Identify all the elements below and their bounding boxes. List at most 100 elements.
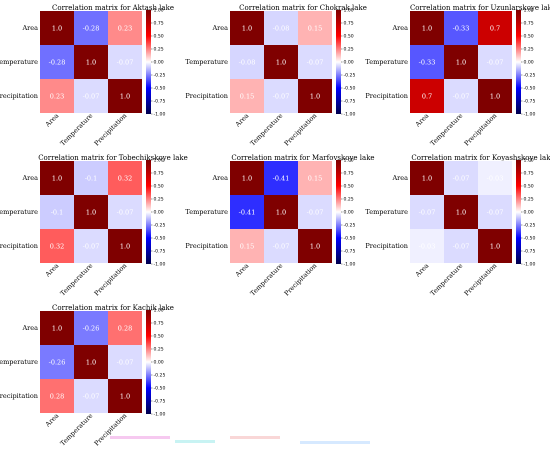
chart-title: Correlation matrix for Chokrak lake [239,4,367,12]
heatmap-cell [410,161,444,195]
heatmap-svg: 1.0 -0.07 -0.03 -0.07 1.0 -0.07 -0.03 -0.07 1.0 A… [365,158,536,298]
colorbar-tick-label: 0.75 [524,21,534,27]
heatmap-cell [230,11,264,45]
colorbar-tick-label: -0.25 [344,73,356,79]
colorbar-tick-label: -0.25 [154,373,166,379]
column-label: Area [233,112,250,129]
colorbar-tick-label: 0.00 [154,210,164,216]
heatmap-cell [40,229,74,263]
colorbar [146,310,151,414]
colorbar-tick-label: 0.50 [524,184,534,190]
heatmap-cell [108,345,142,379]
heatmap-svg: 1.0 -0.28 0.23 -0.28 1.0 -0.07 0.23 -0.07 1.0 Are… [0,8,166,148]
colorbar-tick-label: -0.25 [524,73,536,79]
heatmap-cell [444,11,478,45]
colorbar-tick-label: 0.75 [344,171,354,177]
heatmap-cell [74,229,108,263]
colorbar-tick-label: -1.00 [154,412,166,418]
colorbar-tick-label: -0.75 [154,99,166,105]
cell-value-label: 0.7 [490,25,500,33]
column-label: Temperature [429,262,465,298]
colorbar-tick-label: -0.50 [154,86,166,92]
cell-value-label: 1.0 [310,93,320,101]
colorbar-tick-label: -0.25 [344,223,356,229]
heatmap-cell [74,345,108,379]
colorbar-tick-label: -1.00 [524,262,536,268]
heatmap-cell [298,161,332,195]
cell-value-label: -0.07 [83,93,100,101]
cell-value-label: 0.23 [50,93,64,101]
cell-value-label: 1.0 [456,209,466,217]
cell-value-label: -0.07 [307,209,324,217]
colorbar-tick-label: -0.25 [154,223,166,229]
colorbar-tick-label: -1.00 [154,262,166,268]
chart-title: Correlation matrix for Koyashskoye lake [411,154,550,162]
colorbar-tick-label: -0.50 [154,386,166,392]
heatmap-cell [230,229,264,263]
row-label: Temperature [185,208,228,216]
column-label: Temperature [59,262,95,298]
colorbar [146,10,151,114]
heatmap-cell [108,311,142,345]
row-label: Temperature [185,58,228,66]
row-label: Precipitation [185,92,228,100]
heatmap-cell [264,161,298,195]
heatmap-cell [108,45,142,79]
colorbar [336,10,341,114]
cell-value-label: -0.07 [83,393,100,401]
cell-value-label: 1.0 [120,243,130,251]
colorbar-tick-label: -0.75 [344,249,356,255]
cell-value-label: 1.0 [490,243,500,251]
colorbar-tick-label: 1.00 [154,158,164,164]
column-label: Area [233,262,250,279]
heatmap-cell [264,229,298,263]
heatmap-cell [264,11,298,45]
colorbar-tick-label: 1.00 [154,308,164,314]
cell-value-label: 0.15 [308,25,322,33]
cell-value-label: -0.07 [419,209,436,217]
heatmap-cell [74,79,108,113]
cell-value-label: 1.0 [310,243,320,251]
heatmap-cell [230,195,264,229]
colorbar-tick-label: 1.00 [524,158,534,164]
colorbar-tick-label: 0.75 [524,171,534,177]
colorbar-tick-label: 1.00 [154,8,164,14]
heatmap-cell [40,45,74,79]
column-label: Precipitation [283,262,319,298]
column-label: Area [43,262,60,279]
column-label: Area [413,112,430,129]
cell-value-label: -0.08 [273,25,290,33]
heatmap-panel: Correlation matrix for Marfovskoye lake 1… [185,150,374,298]
cell-value-label: -0.07 [453,93,470,101]
row-label: Temperature [365,208,408,216]
cell-value-label: 1.0 [422,175,432,183]
heatmap-cell [74,311,108,345]
chart-title: Correlation matrix for Uzunlarskoye lake [409,4,550,12]
colorbar-tick-label: -0.50 [344,236,356,242]
colorbar-tick-label: -0.75 [154,399,166,405]
heatmap-panel: Correlation matrix for Aktash lake 1.0 -0.… [0,0,174,148]
colorbar-tick-label: 0.00 [154,60,164,66]
row-label: Precipitation [0,92,38,100]
heatmap-cell [40,79,74,113]
heatmap-cell [478,161,512,195]
cell-value-label: -0.07 [307,59,324,67]
cell-value-label: -0.28 [83,25,100,33]
row-label: Area [391,24,408,32]
cell-value-label: 0.15 [240,93,254,101]
column-label: Temperature [59,112,95,148]
cell-value-label: -0.26 [49,359,66,367]
cell-value-label: 0.32 [118,175,132,183]
row-label: Area [211,24,228,32]
cell-value-label: 1.0 [120,93,130,101]
heatmap-cell [74,195,108,229]
chart-title: Correlation matrix for Aktash lake [52,4,174,12]
colorbar [146,160,151,264]
row-label: Area [21,24,38,32]
heatmap-cell [410,195,444,229]
column-label: Precipitation [463,262,499,298]
colorbar-tick-label: 0.50 [154,334,164,340]
heatmap-cell [230,79,264,113]
heatmap-cell [264,195,298,229]
colorbar-tick-label: 0.00 [524,60,534,66]
